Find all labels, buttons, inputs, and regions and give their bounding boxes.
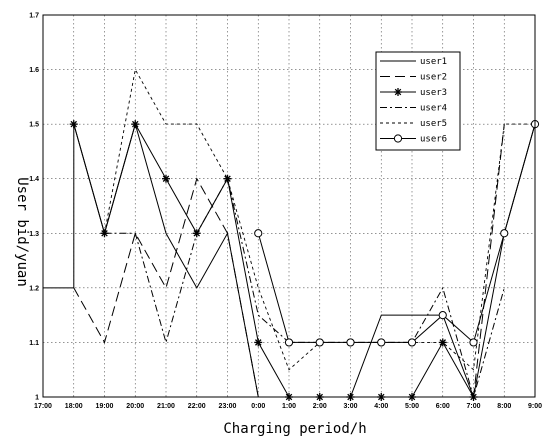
y-tick-label: 1.3 xyxy=(29,231,39,238)
circle-marker xyxy=(469,338,478,347)
legend-label: user3 xyxy=(420,88,447,98)
star-marker xyxy=(394,88,402,96)
x-tick-label: 4:00 xyxy=(374,403,388,410)
star-stroke xyxy=(394,88,402,96)
legend: user1 user2 user3 user4 user5 user6 xyxy=(375,51,461,151)
x-tick-label: 17:00 xyxy=(34,403,52,410)
star-stroke xyxy=(162,175,170,182)
star-marker xyxy=(162,174,170,183)
series-line-user3 xyxy=(73,122,474,398)
x-tick-label: 21:00 xyxy=(157,403,175,410)
circle-marker xyxy=(500,229,509,238)
legend-item-user1: user1 xyxy=(380,57,447,67)
legend-label: user1 xyxy=(420,57,447,67)
star-marker xyxy=(69,120,78,129)
series-line-user6 xyxy=(257,123,536,344)
legend-label: user4 xyxy=(420,104,447,114)
legend-item-user2: user2 xyxy=(380,73,447,83)
y-tick-label: 1.1 xyxy=(29,340,39,347)
series-lines xyxy=(43,68,540,401)
circle-marker xyxy=(346,338,355,347)
legend-label: user2 xyxy=(420,73,447,83)
y-tick-label: 1.6 xyxy=(29,67,39,74)
legend-label: user5 xyxy=(420,119,447,129)
x-tick-label: 3:00 xyxy=(343,403,357,410)
star-stroke xyxy=(254,339,262,346)
circle-marker xyxy=(407,338,417,347)
series-user6 xyxy=(254,120,540,347)
x-tick-label: 1:00 xyxy=(282,403,296,410)
x-axis-label: Charging period/h xyxy=(223,421,366,437)
y-tick-label: 1.5 xyxy=(29,122,39,129)
y-tick-label: 1.2 xyxy=(29,285,39,292)
star-stroke xyxy=(70,120,78,128)
x-tick-label: 18:00 xyxy=(65,403,83,410)
x-tick-label: 6:00 xyxy=(436,403,450,410)
circle-marker xyxy=(438,311,447,320)
star-stroke xyxy=(131,120,139,128)
y-tick-label: 1.7 xyxy=(29,13,39,20)
plot-frame xyxy=(42,14,536,398)
star-marker xyxy=(254,338,263,347)
x-tick-label: 5:00 xyxy=(405,403,419,410)
x-tick-label: 9:00 xyxy=(528,403,542,410)
x-tick-label: 23:00 xyxy=(219,403,237,410)
x-tick-label: 7:00 xyxy=(466,403,480,410)
tick-labels: 17:00 18:00 19:00 20:00 21:00 22:00 23:00 0:00 1… xyxy=(29,13,542,411)
legend-item-user3: user3 xyxy=(380,88,447,98)
x-tick-label: 0:00 xyxy=(251,403,265,410)
legend-label: user6 xyxy=(420,135,447,145)
circle-marker xyxy=(315,338,324,347)
x-tick-label: 2:00 xyxy=(313,403,327,410)
x-tick-label: 19:00 xyxy=(96,403,114,410)
circle-marker xyxy=(393,134,403,143)
series-user3 xyxy=(69,120,478,401)
x-tick-label: 8:00 xyxy=(497,403,511,410)
star-stroke xyxy=(439,339,447,346)
circle-marker xyxy=(377,338,386,347)
x-tick-label: 22:00 xyxy=(188,403,206,410)
y-axis-label: User bid/yuan xyxy=(14,177,30,287)
legend-item-user4: user4 xyxy=(380,104,447,114)
legend-item-user6: user6 xyxy=(380,134,447,145)
circle-marker xyxy=(284,338,294,347)
x-tick-label: 20:00 xyxy=(126,403,144,410)
y-tick-label: 1 xyxy=(35,395,39,402)
legend-item-user5: user5 xyxy=(380,119,447,129)
star-marker xyxy=(131,120,140,129)
y-tick-label: 1.4 xyxy=(29,176,39,183)
legend-box xyxy=(375,51,461,151)
circle-marker xyxy=(254,229,263,238)
